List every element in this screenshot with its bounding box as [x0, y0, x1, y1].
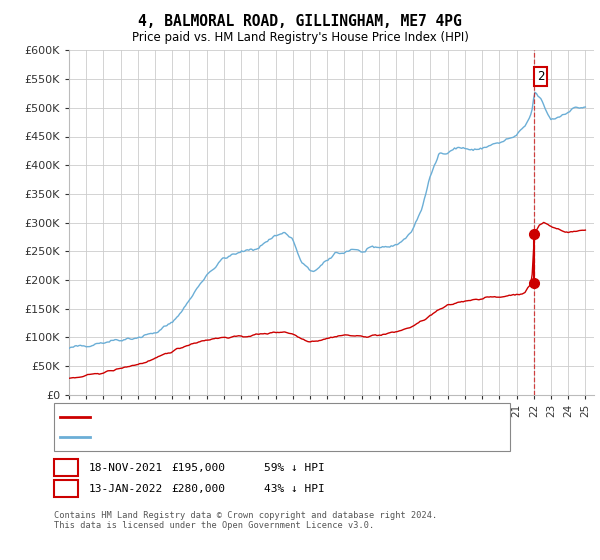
Text: Price paid vs. HM Land Registry's House Price Index (HPI): Price paid vs. HM Land Registry's House … [131, 31, 469, 44]
Text: 4, BALMORAL ROAD, GILLINGHAM, ME7 4PG: 4, BALMORAL ROAD, GILLINGHAM, ME7 4PG [138, 14, 462, 29]
Text: 59% ↓ HPI: 59% ↓ HPI [264, 463, 325, 473]
Text: 2: 2 [62, 482, 70, 496]
Text: £195,000: £195,000 [171, 463, 225, 473]
Text: 18-NOV-2021: 18-NOV-2021 [89, 463, 163, 473]
Text: 13-JAN-2022: 13-JAN-2022 [89, 484, 163, 494]
Text: HPI: Average price, detached house, Medway: HPI: Average price, detached house, Medw… [96, 432, 359, 442]
Text: 43% ↓ HPI: 43% ↓ HPI [264, 484, 325, 494]
Text: £280,000: £280,000 [171, 484, 225, 494]
Text: 2: 2 [537, 70, 544, 83]
Text: 1: 1 [62, 461, 70, 474]
Text: 4, BALMORAL ROAD, GILLINGHAM, ME7 4PG (detached house): 4, BALMORAL ROAD, GILLINGHAM, ME7 4PG (d… [96, 412, 433, 422]
Text: Contains HM Land Registry data © Crown copyright and database right 2024.
This d: Contains HM Land Registry data © Crown c… [54, 511, 437, 530]
